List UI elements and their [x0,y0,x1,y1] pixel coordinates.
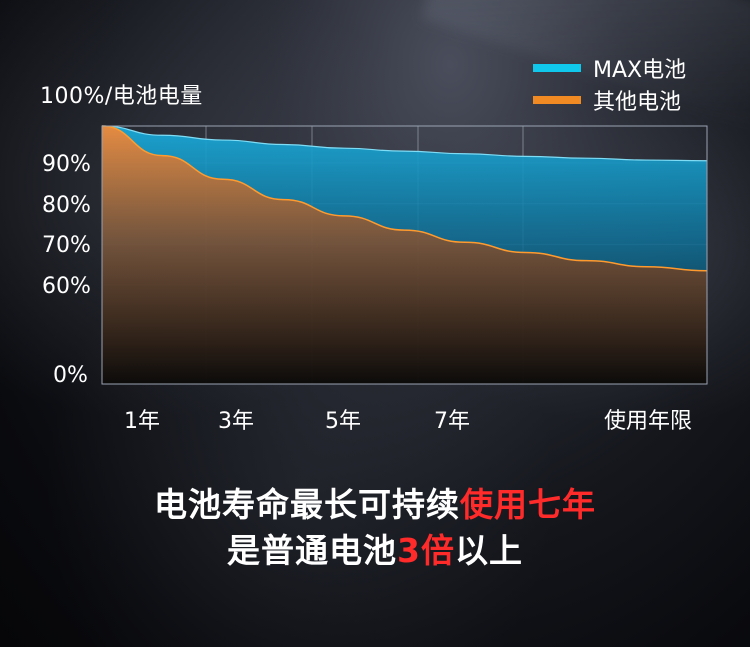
headline-2-white-b: 以上 [454,531,523,570]
y-tick-0: 0% [53,363,88,388]
legend-label-max: MAX电池 [593,58,687,83]
x-tick-1: 1年 [124,409,160,434]
plot-frame [101,125,708,385]
headline-1-red: 使用七年 [460,485,596,524]
other-battery-line [101,125,708,272]
x-tick-7: 7年 [434,409,470,434]
other-battery-area [102,126,707,384]
legend-item-max: MAX电池 [533,52,686,84]
headline-line-2: 是普通电池3倍以上 [0,524,750,572]
legend-swatch-other [533,96,581,104]
y-axis-title: 100%/电池电量 [40,84,203,109]
x-tick-3: 3年 [218,409,254,434]
y-tick-60: 60% [42,274,91,299]
chart-legend: MAX电池 其他电池 [533,52,686,116]
x-tick-usage-years: 使用年限 [604,409,693,434]
y-tick-70: 70% [42,233,91,258]
headline-2-red: 3倍 [397,531,455,570]
legend-label-other: 其他电池 [593,90,682,115]
y-tick-80: 80% [42,193,91,218]
x-tick-5: 5年 [325,409,361,434]
legend-item-other: 其他电池 [533,84,686,116]
max-battery-line [101,125,708,162]
headline-2-white-a: 是普通电池 [227,531,398,570]
y-tick-90: 90% [42,152,91,177]
legend-swatch-max [533,64,581,72]
headline-1-white: 电池寿命最长可持续 [154,485,460,524]
headline-line-1: 电池寿命最长可持续使用七年 [0,478,750,526]
